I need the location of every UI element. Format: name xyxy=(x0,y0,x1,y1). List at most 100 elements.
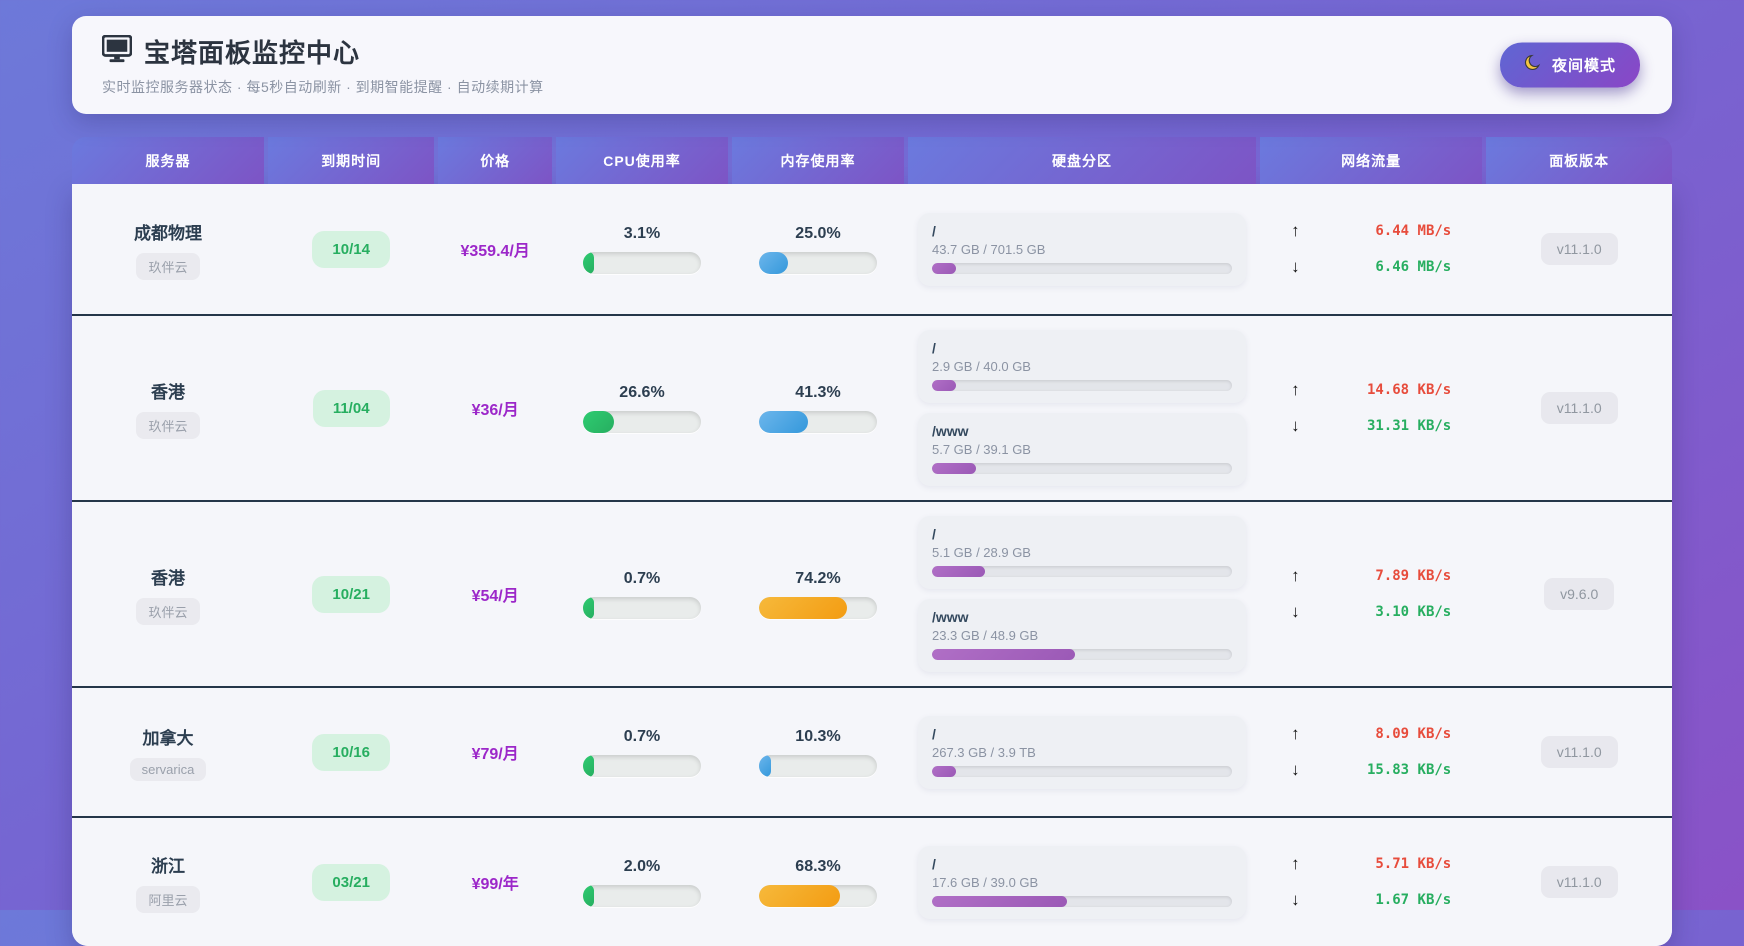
memory-usage-bar xyxy=(758,596,877,619)
disk-partitions-cell: / 17.6 GB / 39.0 GB xyxy=(908,845,1256,919)
column-header: 到期时间 xyxy=(268,137,435,184)
panel-version-badge: v11.1.0 xyxy=(1540,736,1618,768)
table-row: 加拿大 servarica 10/16 ¥79/月 0.7% 10.3% / 2… xyxy=(72,686,1672,816)
table-row: 浙江 阿里云 03/21 ¥99/年 2.0% 68.3% / 17.6 GB … xyxy=(72,816,1672,946)
price-cell: ¥54/月 xyxy=(438,582,552,606)
version-cell: v11.1.0 xyxy=(1486,736,1672,768)
upload-speed: 6.44 MB/s xyxy=(1375,223,1452,239)
disk-mount-point: / xyxy=(931,222,936,239)
price-cell: ¥79/月 xyxy=(438,740,552,764)
memory-usage-bar xyxy=(758,410,877,433)
provider-badge: 玖伴云 xyxy=(136,252,200,280)
disk-mount-point: / xyxy=(931,526,936,542)
upload-speed: 5.71 KB/s xyxy=(1375,856,1452,872)
disk-usage-fill xyxy=(931,463,976,474)
night-mode-label: 夜间模式 xyxy=(1551,57,1616,75)
disk-usage-fill xyxy=(931,765,956,777)
download-arrow-icon: ↓ xyxy=(1291,760,1300,779)
disk-partition-card: / 5.1 GB / 28.9 GB xyxy=(917,516,1246,589)
panel-version-badge: v9.6.0 xyxy=(1544,578,1615,610)
night-mode-button[interactable]: 夜间模式 xyxy=(1499,42,1640,88)
column-header: 硬盘分区 xyxy=(907,137,1256,184)
memory-percent-label: 68.3% xyxy=(795,857,841,875)
column-header: 价格 xyxy=(438,137,552,184)
cpu-usage-bar xyxy=(582,884,701,907)
disk-usage-text: 43.7 GB / 701.5 GB xyxy=(931,241,1046,257)
panel-version-badge: v11.1.0 xyxy=(1540,233,1618,265)
download-line: ↓ 3.10 KB/s xyxy=(1291,602,1451,622)
upload-line: ↑ 14.68 KB/s xyxy=(1291,380,1451,400)
table-header-row: 服务器 到期时间 价格 CPU使用率 内存使用率 硬盘分区 网络流量 面板版本 xyxy=(72,137,1672,184)
disk-usage-bar xyxy=(931,566,1232,577)
disk-partitions-cell: / 267.3 GB / 3.9 TB xyxy=(908,715,1256,789)
provider-badge: 玖伴云 xyxy=(136,597,200,625)
cpu-usage-fill xyxy=(582,884,594,907)
upload-arrow-icon: ↑ xyxy=(1291,566,1300,585)
disk-mount-point: / xyxy=(931,855,936,872)
server-cell: 加拿大 servarica xyxy=(72,724,264,781)
header-card: 宝塔面板监控中心 实时监控服务器状态 · 每5秒自动刷新 · 到期智能提醒 · … xyxy=(72,16,1672,114)
expiry-badge: 03/21 xyxy=(312,863,390,901)
cpu-percent-label: 2.0% xyxy=(623,857,661,875)
disk-usage-text: 5.1 GB / 28.9 GB xyxy=(931,545,1031,560)
download-arrow-icon: ↓ xyxy=(1291,602,1300,621)
cpu-percent-label: 26.6% xyxy=(619,383,665,401)
download-speed: 15.83 KB/s xyxy=(1366,762,1452,778)
cpu-usage-fill xyxy=(582,754,594,777)
version-cell: v11.1.0 xyxy=(1486,392,1672,424)
version-cell: v9.6.0 xyxy=(1486,578,1672,610)
disk-usage-fill xyxy=(931,895,1068,907)
server-cell: 香港 玖伴云 xyxy=(72,378,264,439)
memory-cell: 10.3% xyxy=(732,728,904,777)
upload-arrow-icon: ↑ xyxy=(1291,854,1300,873)
disk-mount-point: /www xyxy=(931,423,969,439)
price-label: ¥359.4/月 xyxy=(460,243,530,260)
disk-usage-fill xyxy=(931,566,985,577)
memory-usage-bar xyxy=(758,884,877,907)
memory-percent-label: 74.2% xyxy=(795,569,841,587)
expiry-badge: 10/16 xyxy=(312,733,390,771)
price-cell: ¥36/月 xyxy=(438,396,552,420)
cpu-percent-label: 0.7% xyxy=(623,727,661,745)
upload-speed: 8.09 KB/s xyxy=(1375,726,1452,742)
upload-speed: 14.68 KB/s xyxy=(1366,382,1452,398)
cpu-usage-fill xyxy=(582,251,594,274)
disk-usage-fill xyxy=(931,380,956,391)
column-header: 面板版本 xyxy=(1486,137,1672,184)
monitor-icon xyxy=(101,34,133,68)
cpu-cell: 2.0% xyxy=(556,858,728,907)
disk-partition-card: / 43.7 GB / 701.5 GB xyxy=(917,212,1246,286)
disk-usage-text: 267.3 GB / 3.9 TB xyxy=(931,744,1036,760)
table-body: 成都物理 玖伴云 10/14 ¥359.4/月 3.1% 25.0% / 43.… xyxy=(72,184,1672,946)
download-arrow-icon: ↓ xyxy=(1291,257,1300,276)
price-label: ¥79/月 xyxy=(471,746,519,763)
upload-arrow-icon: ↑ xyxy=(1291,724,1300,743)
upload-line: ↑ 5.71 KB/s xyxy=(1291,854,1451,874)
expiry-badge: 11/04 xyxy=(312,389,390,427)
disk-usage-fill xyxy=(931,649,1075,660)
title-line: 宝塔面板监控中心 xyxy=(101,33,1642,70)
memory-usage-fill xyxy=(758,596,847,619)
memory-cell: 41.3% xyxy=(732,384,904,433)
price-label: ¥36/月 xyxy=(471,402,519,419)
server-cell: 香港 玖伴云 xyxy=(72,564,264,625)
price-cell: ¥99/年 xyxy=(438,870,552,894)
table-row: 香港 玖伴云 10/21 ¥54/月 0.7% 74.2% / 5.1 GB /… xyxy=(72,500,1672,686)
cpu-cell: 26.6% xyxy=(556,384,728,433)
server-name: 成都物理 xyxy=(134,223,202,243)
version-cell: v11.1.0 xyxy=(1486,866,1672,898)
column-header: CPU使用率 xyxy=(555,137,728,184)
memory-percent-label: 41.3% xyxy=(795,383,841,401)
upload-arrow-icon: ↑ xyxy=(1291,221,1300,240)
disk-usage-text: 17.6 GB / 39.0 GB xyxy=(931,874,1039,890)
cpu-percent-label: 0.7% xyxy=(623,569,661,587)
memory-cell: 25.0% xyxy=(732,225,904,274)
cpu-usage-bar xyxy=(582,410,701,433)
download-line: ↓ 15.83 KB/s xyxy=(1291,760,1451,780)
disk-partition-card: /www 5.7 GB / 39.1 GB xyxy=(917,413,1246,486)
provider-badge: servarica xyxy=(129,757,207,781)
expiry-badge: 10/14 xyxy=(312,230,390,268)
server-name: 浙江 xyxy=(151,856,185,876)
cpu-usage-bar xyxy=(582,754,701,777)
expiry-cell: 10/16 xyxy=(268,733,434,771)
